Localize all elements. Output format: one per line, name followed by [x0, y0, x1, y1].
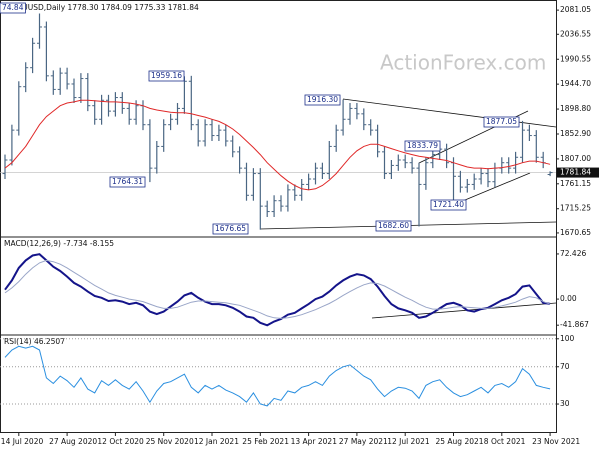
- chart-title: XAUUSD,Daily 1778.30 1784.09 1775.33 178…: [12, 3, 199, 12]
- moving-average: [4, 99, 551, 191]
- x-tick-label: 27 May 2021: [339, 437, 388, 446]
- annotation: 1916.30: [307, 95, 338, 104]
- annotation-box: [212, 223, 249, 235]
- last-price-box: [557, 167, 599, 178]
- y-tick-label: 1944.70: [560, 79, 591, 88]
- macd-title: MACD(12,26,9) -7.734 -8.155: [4, 239, 114, 248]
- frame: [0, 0, 557, 433]
- y-tick-label: 1990.55: [560, 54, 591, 63]
- x-tick-label: 25 Aug 2021: [436, 437, 484, 446]
- annotation-box: [430, 199, 467, 211]
- annotation: 1682.60: [378, 221, 409, 230]
- annotation-box: [109, 176, 146, 188]
- x-tick-label: 14 Jul 2020: [1, 437, 44, 446]
- y-tick-label: 70: [560, 362, 570, 371]
- trend-line: [342, 98, 557, 128]
- x-tick-label: 12 Jan 2021: [194, 437, 239, 446]
- x-tick-label: 25 Feb 2021: [242, 437, 289, 446]
- y-tick-label: 1807.00: [560, 154, 591, 163]
- y-tick-label: 0.00: [560, 294, 577, 303]
- x-tick-label: 12 Oct 2020: [97, 437, 144, 446]
- macd-trend-line: [371, 302, 557, 319]
- last-price-label: 1781.84: [560, 168, 591, 177]
- y-tick-label: 1898.80: [560, 104, 591, 113]
- series-line: [4, 345, 551, 407]
- annotation-box: [483, 116, 520, 128]
- annotation: 1833.79: [407, 141, 438, 150]
- annotation: 74.84: [2, 3, 24, 12]
- y-tick-label: 100: [560, 334, 575, 343]
- annotation-box: [148, 70, 185, 82]
- x-tick-label: 13 Apr 2021: [291, 437, 338, 446]
- y-tick-label: 1670.65: [560, 228, 591, 237]
- annotation: 1764.31: [112, 177, 143, 186]
- y-tick-label: -41.867: [560, 320, 589, 329]
- x-tick-label: 23 Nov 2021: [532, 437, 580, 446]
- y-tick-label: 72.426: [560, 249, 586, 258]
- y-tick-label: 2081.05: [560, 5, 591, 14]
- series-line: [4, 253, 551, 327]
- y-tick-label: 1761.15: [560, 179, 591, 188]
- y-tick-label: 1852.90: [560, 129, 591, 138]
- y-tick-label: 30: [560, 399, 570, 408]
- annotation-box: [375, 220, 412, 232]
- y-tick-label: 1715.25: [560, 204, 591, 213]
- annotation: 1676.65: [215, 224, 246, 233]
- x-tick-label: 27 Aug 2020: [49, 437, 97, 446]
- annotation-box: [304, 94, 341, 106]
- annotation-box: [0, 2, 26, 14]
- x-tick-label: 25 Nov 2020: [146, 437, 194, 446]
- rsi-title: RSI(14) 46.2507: [4, 337, 65, 346]
- annotation: 1959.16: [151, 71, 182, 80]
- annotation-box: [404, 140, 441, 152]
- x-tick-label: 8 Oct 2021: [484, 437, 526, 446]
- annotation: 1877.05: [486, 117, 517, 126]
- x-tick-label: 12 Jul 2021: [387, 437, 430, 446]
- annotation: 1721.40: [433, 200, 464, 209]
- y-tick-label: 2036.55: [560, 29, 591, 38]
- watermark: ActionForex.com: [380, 51, 546, 75]
- series-line: [4, 259, 551, 319]
